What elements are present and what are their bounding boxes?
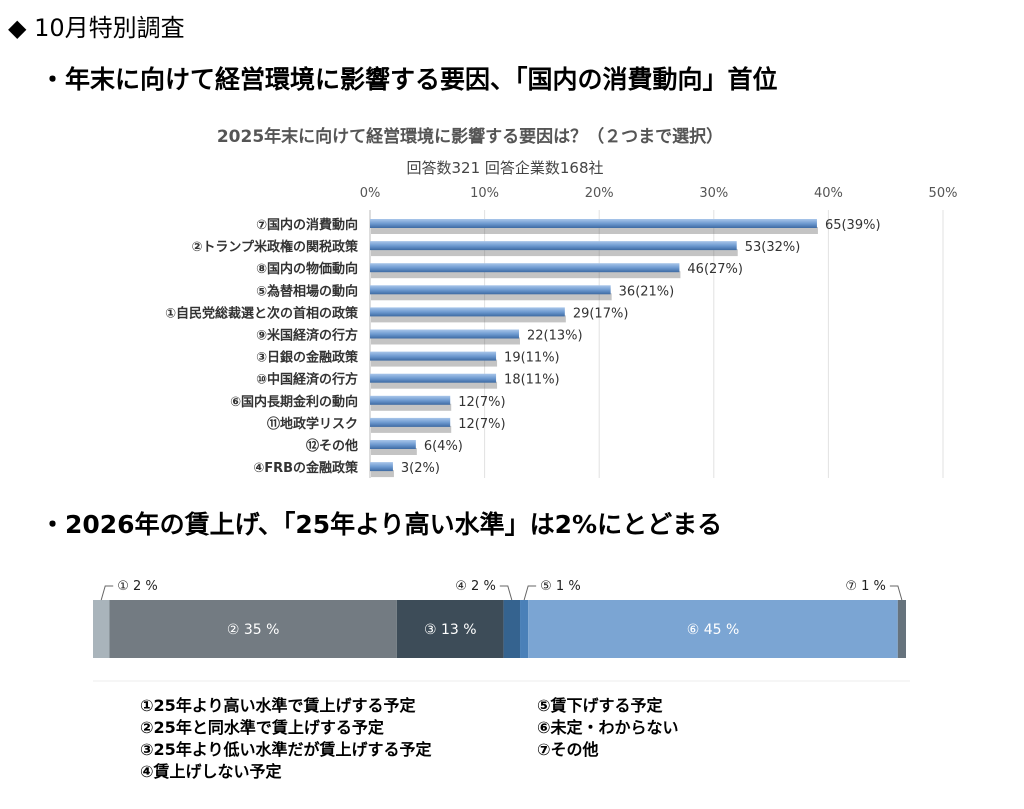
- legend-item: ⑦その他: [537, 740, 599, 759]
- bar-shadow: [371, 249, 738, 257]
- heading-factors: ・年末に向けて経営環境に影響する要因、「国内の消費動向」首位: [40, 65, 778, 94]
- legend-item: ②25年と同水準で賃上げする予定: [140, 718, 384, 737]
- data-label: 19(11%): [504, 351, 560, 366]
- stacked-segment: [520, 600, 529, 658]
- category-label: ⑩中国経済の行方: [256, 372, 358, 388]
- x-tick-label: 0%: [360, 186, 381, 201]
- segment-label: ⑤ 1 %: [540, 579, 581, 594]
- chart-subtitle: 回答数321 回答企業数168社: [406, 159, 604, 177]
- data-label: 46(27%): [687, 262, 743, 277]
- bar: [370, 395, 451, 405]
- category-label: ⑪地政学リスク: [267, 416, 358, 432]
- callout-line: [523, 585, 537, 601]
- x-tick-label: 30%: [699, 186, 728, 201]
- x-tick-label: 50%: [929, 186, 958, 201]
- x-tick-label: 40%: [814, 186, 843, 201]
- segment-label: ④ 2 %: [455, 579, 496, 594]
- bar-shadow: [371, 403, 452, 411]
- data-label: 65(39%): [825, 218, 881, 233]
- legend-item: ④賃上げしない予定: [140, 762, 282, 781]
- legend-col-2: ⑤賃下げする予定 ⑥未定・わからない ⑦その他: [537, 695, 679, 761]
- bar-shadow: [371, 381, 498, 389]
- legend-item: ①25年より高い水準で賃上げする予定: [140, 696, 416, 715]
- segment-label: ⑥ 45 %: [687, 622, 740, 638]
- bar: [370, 285, 611, 295]
- stacked-segment: [528, 600, 898, 658]
- bar-shadow: [371, 271, 681, 279]
- callout-line: [100, 585, 114, 601]
- x-tick-label: 10%: [470, 186, 499, 201]
- stacked-segment: [396, 600, 504, 658]
- segment-label: ③ 13 %: [424, 622, 477, 638]
- stacked-segment: [93, 600, 110, 658]
- callout-line: [499, 585, 513, 601]
- data-label: 3(2%): [401, 461, 440, 476]
- data-label: 12(7%): [458, 417, 505, 432]
- category-label: ⑥国内長期金利の動向: [230, 394, 358, 410]
- callout-line: [889, 585, 903, 601]
- bar-shadow: [371, 470, 394, 478]
- bar: [370, 417, 451, 427]
- category-label: ⑦国内の消費動向: [256, 217, 358, 233]
- stacked-segment: [503, 600, 521, 658]
- segment-label: ① 2 %: [117, 579, 158, 594]
- chart-title: 2025年末に向けて経営環境に影響する要因は？（２つまで選択）: [216, 127, 724, 147]
- segment-label: ⑦ 1 %: [845, 579, 886, 594]
- stacked-segment: [897, 600, 906, 658]
- data-label: 22(13%): [527, 329, 583, 344]
- legend-item: ③25年より低い水準だが賃上げする予定: [140, 740, 432, 759]
- heading-wages: ・2026年の賃上げ、「25年より高い水準」は2%にとどまる: [40, 510, 723, 539]
- category-label: ②トランプ米政権の関税政策: [191, 239, 359, 255]
- data-label: 53(32%): [745, 240, 801, 255]
- bar: [370, 241, 737, 251]
- bar-shadow: [371, 337, 520, 345]
- data-label: 36(21%): [619, 284, 675, 299]
- bar-shadow: [371, 315, 566, 323]
- stacked-segment: [109, 600, 397, 658]
- legend-item: ⑥未定・わからない: [537, 718, 679, 737]
- x-tick-label: 20%: [585, 186, 614, 201]
- bar: [370, 440, 416, 449]
- bar: [370, 373, 497, 383]
- page-title: ◆ 10月特別調査: [8, 14, 185, 42]
- bar: [370, 263, 680, 273]
- bar: [370, 351, 497, 361]
- category-label: ⑧国内の物価動向: [256, 261, 358, 277]
- legend-col-1: ①25年より高い水準で賃上げする予定 ②25年と同水準で賃上げする予定 ③25年…: [140, 695, 432, 783]
- segment-label: ② 35 %: [227, 622, 280, 638]
- data-label: 18(11%): [504, 373, 560, 388]
- bar-shadow: [371, 227, 818, 234]
- category-label: ④FRBの金融政策: [253, 460, 359, 476]
- category-label: ⑤為替相場の動向: [256, 283, 358, 299]
- legend-item: ⑤賃下げする予定: [537, 696, 663, 715]
- category-label: ③日銀の金融政策: [256, 350, 359, 366]
- category-label: ①自民党総裁選と次の首相の政策: [165, 305, 359, 321]
- category-label: ⑫その他: [306, 438, 358, 454]
- data-label: 12(7%): [458, 395, 505, 410]
- bar-shadow: [371, 293, 612, 301]
- bar: [370, 462, 393, 472]
- data-label: 6(4%): [424, 439, 463, 454]
- bar: [370, 219, 817, 228]
- bar-shadow: [371, 359, 498, 367]
- bar: [370, 307, 565, 317]
- bar-shadow: [371, 448, 417, 455]
- data-label: 29(17%): [573, 306, 629, 321]
- bar: [370, 329, 519, 339]
- bar-shadow: [371, 425, 452, 433]
- category-label: ⑨米国経済の行方: [256, 328, 358, 344]
